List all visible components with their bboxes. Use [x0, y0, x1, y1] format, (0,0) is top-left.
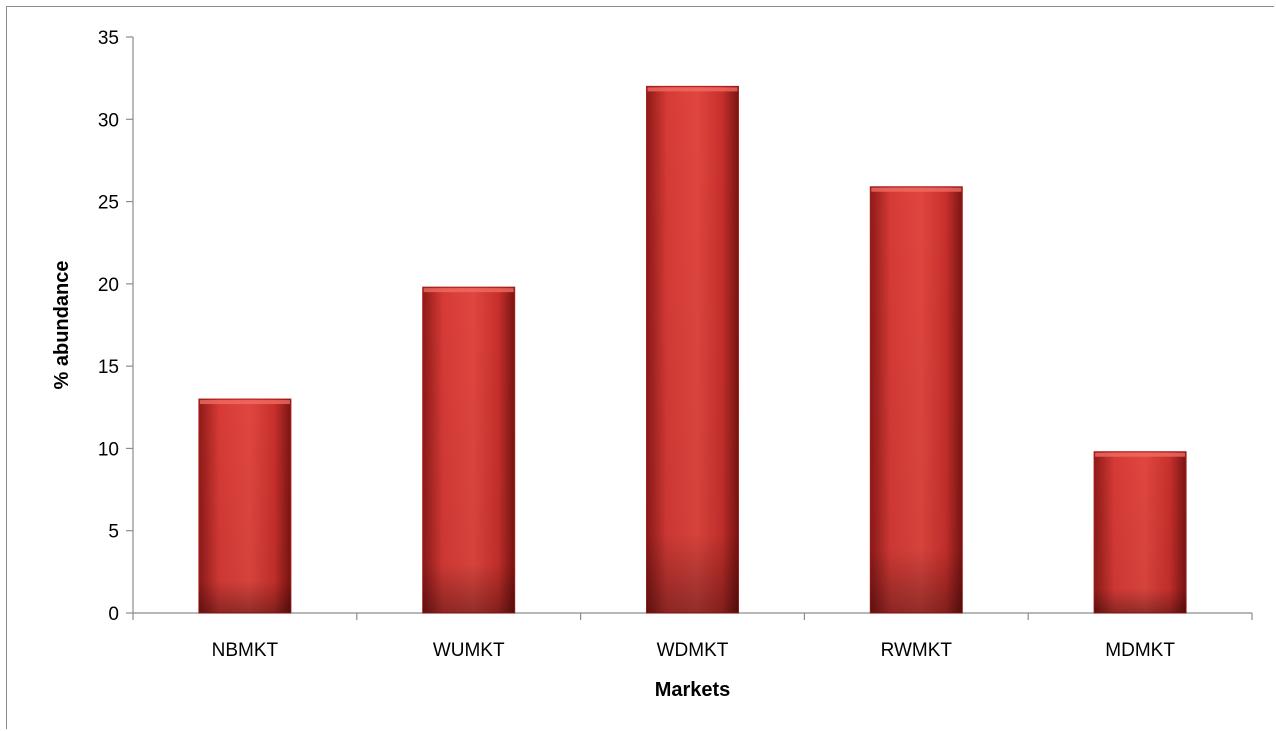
bar-nbmkt	[198, 398, 292, 614]
bar-top-highlight	[871, 187, 962, 192]
y-tick-label: 35	[98, 28, 119, 49]
bar-top-highlight	[647, 87, 738, 92]
bars	[198, 85, 1187, 614]
bar-shade	[870, 186, 963, 613]
bar-mdmkt	[1093, 451, 1187, 614]
x-tick-label: NBMKT	[212, 640, 279, 661]
x-tick-label: WDMKT	[657, 640, 729, 661]
y-tick-label: 20	[98, 275, 119, 296]
bar-top-highlight	[199, 400, 290, 405]
bar-top-highlight	[423, 288, 514, 293]
y-tick-label: 15	[98, 357, 119, 378]
bar-shade	[422, 287, 515, 613]
x-axis-title: Markets	[655, 679, 731, 701]
x-tick-label: MDMKT	[1105, 640, 1175, 661]
x-axis: NBMKT WUMKT WDMKT RWMKT MDMKT	[132, 612, 1253, 661]
bar-shade	[646, 86, 739, 613]
y-tick-label: 30	[98, 110, 119, 131]
bar-wdmkt	[646, 85, 739, 614]
bar-rwmkt	[869, 186, 963, 614]
chart-frame	[6, 6, 1274, 729]
bar-shade	[1094, 451, 1187, 613]
y-tick-label: 10	[98, 439, 119, 460]
bar-shade	[198, 399, 291, 613]
y-axis: 0 5 10 15 20 25 30 35	[98, 28, 134, 625]
x-tick-label: RWMKT	[881, 640, 953, 661]
y-tick-label: 5	[108, 522, 119, 543]
bar-wumkt	[422, 286, 516, 614]
y-tick-label: 0	[108, 604, 119, 625]
y-tick-label: 25	[98, 193, 119, 214]
x-tick-label: WUMKT	[433, 640, 505, 661]
bar-top-highlight	[1095, 452, 1186, 457]
y-axis-title: % abundance	[51, 261, 73, 390]
